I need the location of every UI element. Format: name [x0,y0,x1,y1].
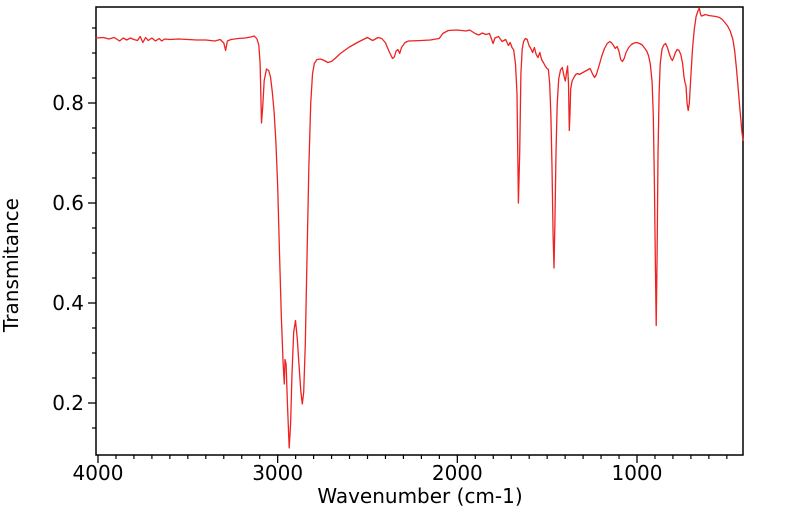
x-tick-label: 3000 [252,461,303,485]
y-tick-label: 0.2 [52,391,84,415]
plot-frame [95,6,744,456]
x-tick-label: 1000 [612,461,663,485]
y-tick-label: 0.6 [52,191,84,215]
ir-spectrum-curve [95,7,744,449]
y-axis-label: Transmitance [0,198,23,333]
x-tick-label: 2000 [432,461,483,485]
y-tick-label: 0.8 [52,91,84,115]
y-tick-label: 0.4 [52,291,84,315]
spectrum-curve-layer [95,7,744,449]
x-axis-label: Wavenumber (cm-1) [317,484,522,508]
axis-ticks: 4000 3000 2000 1000 0.2 0.4 0.6 0.8 [52,27,728,485]
x-tick-label: 4000 [73,461,124,485]
